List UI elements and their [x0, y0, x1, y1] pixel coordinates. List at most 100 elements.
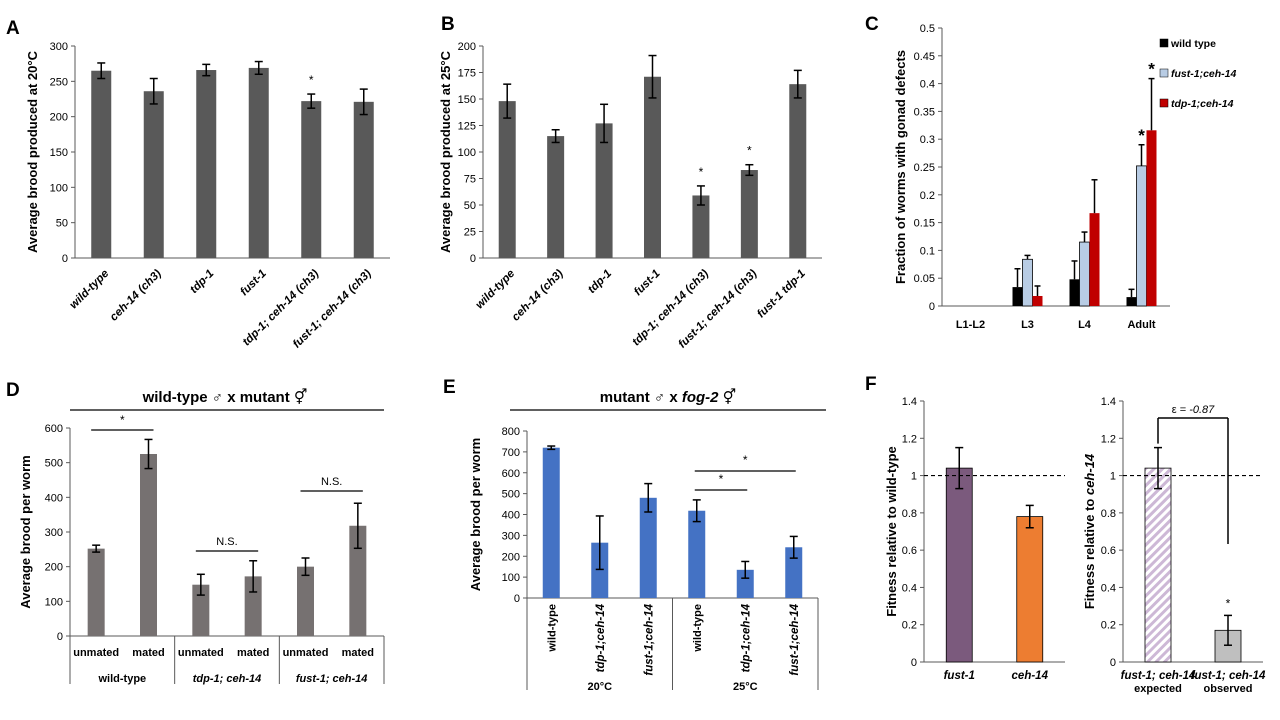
y-axis-title: Fitness relative to wild-type: [884, 446, 899, 617]
x-tick-sublabel: expected: [1134, 683, 1182, 695]
x-tick-label: ceh-14 (ch3): [510, 268, 566, 324]
x-tick-label: tdp-1;ceh-14: [595, 603, 607, 672]
y-tick-label: 0.2: [902, 620, 917, 632]
legend-swatch: [1159, 98, 1169, 108]
bar: [196, 70, 217, 258]
y-tick-label: 250: [50, 76, 68, 88]
x-tick-label: unmated: [73, 647, 119, 659]
y-tick-label: 100: [458, 147, 476, 159]
y-tick-label: 25: [464, 227, 476, 239]
y-tick-label: 100: [50, 182, 68, 194]
bar: [1032, 295, 1043, 306]
panel-label: C: [865, 14, 879, 35]
x-tick-label: wild-type: [474, 267, 518, 311]
y-tick-label: 0.4: [1101, 582, 1116, 594]
bar: [1089, 213, 1100, 306]
error-bar: [789, 535, 798, 559]
y-tick-label: 500: [45, 458, 63, 470]
panel-label: B: [441, 14, 455, 35]
error-bar: [1014, 267, 1021, 288]
error-bar: [793, 69, 802, 99]
y-tick-label: 200: [502, 551, 520, 563]
y-tick-label: 0.25: [914, 162, 935, 174]
epsilon-label: ε = -0.87: [1172, 404, 1215, 416]
x-tick-label: ceh-14: [1012, 670, 1049, 682]
error-bar: [1224, 614, 1232, 646]
y-tick-label: 0.6: [902, 545, 917, 557]
y-axis: 0 100 200 300 400 500 600: [45, 423, 71, 643]
y-tick-label: 175: [458, 68, 476, 80]
bar: [639, 497, 657, 598]
error-bar: [92, 544, 101, 553]
y-tick-label: 0.1: [920, 245, 935, 257]
y-tick-label: 0: [62, 253, 68, 265]
error-bar: [1071, 260, 1078, 280]
bar: [644, 76, 661, 259]
significance-star: *: [1148, 60, 1155, 79]
x-tick-label: fust-1; ceh-14: [1121, 670, 1196, 682]
y-axis: 0 0.05 0.1 0.15 0.2 0.25 0.3 0.35 0.4 0.45 0.5: [914, 23, 943, 313]
bar: [736, 569, 754, 598]
x-tick-label: wild-type: [546, 604, 558, 653]
x-tick-label: fust-1: [632, 268, 663, 299]
y-tick-label: 700: [502, 447, 520, 459]
x-tick-label: wild-type: [692, 604, 704, 653]
error-bar: [202, 63, 211, 77]
error-bar: [249, 560, 258, 593]
y-tick-label: 0: [1110, 657, 1116, 669]
error-bar: [1148, 77, 1155, 131]
y-tick-label: 150: [458, 94, 476, 106]
bar: [1079, 241, 1090, 307]
y-tick-label: 0.35: [914, 106, 935, 118]
bar: [498, 101, 516, 259]
bar: [301, 101, 322, 259]
x-tick-label: tdp-1: [188, 268, 216, 296]
y-tick-label: 1.2: [902, 433, 917, 445]
error-bar: [741, 560, 750, 579]
error-bar: [644, 482, 653, 513]
y-tick-label: 600: [502, 468, 520, 480]
x-tick-label: L4: [1078, 319, 1092, 331]
bar: [91, 70, 112, 258]
y-tick-label: 0.2: [920, 190, 935, 202]
error-bar: [745, 163, 754, 177]
y-tick-label: 0: [911, 657, 917, 669]
bar: [87, 548, 105, 636]
bar: [248, 67, 269, 258]
x-tick-label: fust-1; ceh-14: [1191, 670, 1266, 682]
x-tick-label: unmated: [178, 647, 224, 659]
panel-title: mutant ♂ x fog-2 ⚥: [600, 388, 736, 406]
significance-star: *: [1226, 596, 1231, 610]
y-tick-label: 1.4: [902, 396, 917, 408]
group-label: 20°C: [587, 681, 612, 693]
x-tick-label: fust-1 tdp-1: [755, 268, 808, 321]
legend-label: fust-1;ceh-14: [1171, 68, 1237, 80]
bar: [349, 525, 367, 636]
bar: [1012, 287, 1023, 306]
y-tick-label: 0.2: [1101, 620, 1116, 632]
y-tick-label: 0.3: [920, 134, 935, 146]
x-tick-label: fust-1;ceh-14: [789, 603, 801, 675]
error-bar: [692, 499, 701, 523]
x-tick-label: mated: [342, 647, 374, 659]
panel-label: A: [6, 18, 20, 39]
y-axis: 0 25 50 75 100 125 150 175 200: [458, 41, 484, 265]
y-tick-label: 1: [1110, 471, 1116, 483]
bar: [1146, 130, 1157, 306]
y-tick-label: 600: [45, 423, 63, 435]
x-tick-label: ceh-14 (ch3): [108, 268, 164, 324]
bar: [192, 584, 210, 636]
bar: [789, 84, 807, 258]
y-tick-label: 1.4: [1101, 396, 1116, 408]
error-bar: [551, 128, 560, 144]
panel-label: F: [865, 374, 877, 395]
panel-label: E: [443, 377, 456, 398]
y-tick-label: 200: [50, 112, 68, 124]
legend-label: wild type: [1170, 38, 1216, 50]
y-tick-label: 100: [45, 596, 63, 608]
panel-label: D: [6, 380, 20, 401]
y-tick-label: 1: [911, 471, 917, 483]
y-tick-label: 0.5: [920, 23, 935, 35]
